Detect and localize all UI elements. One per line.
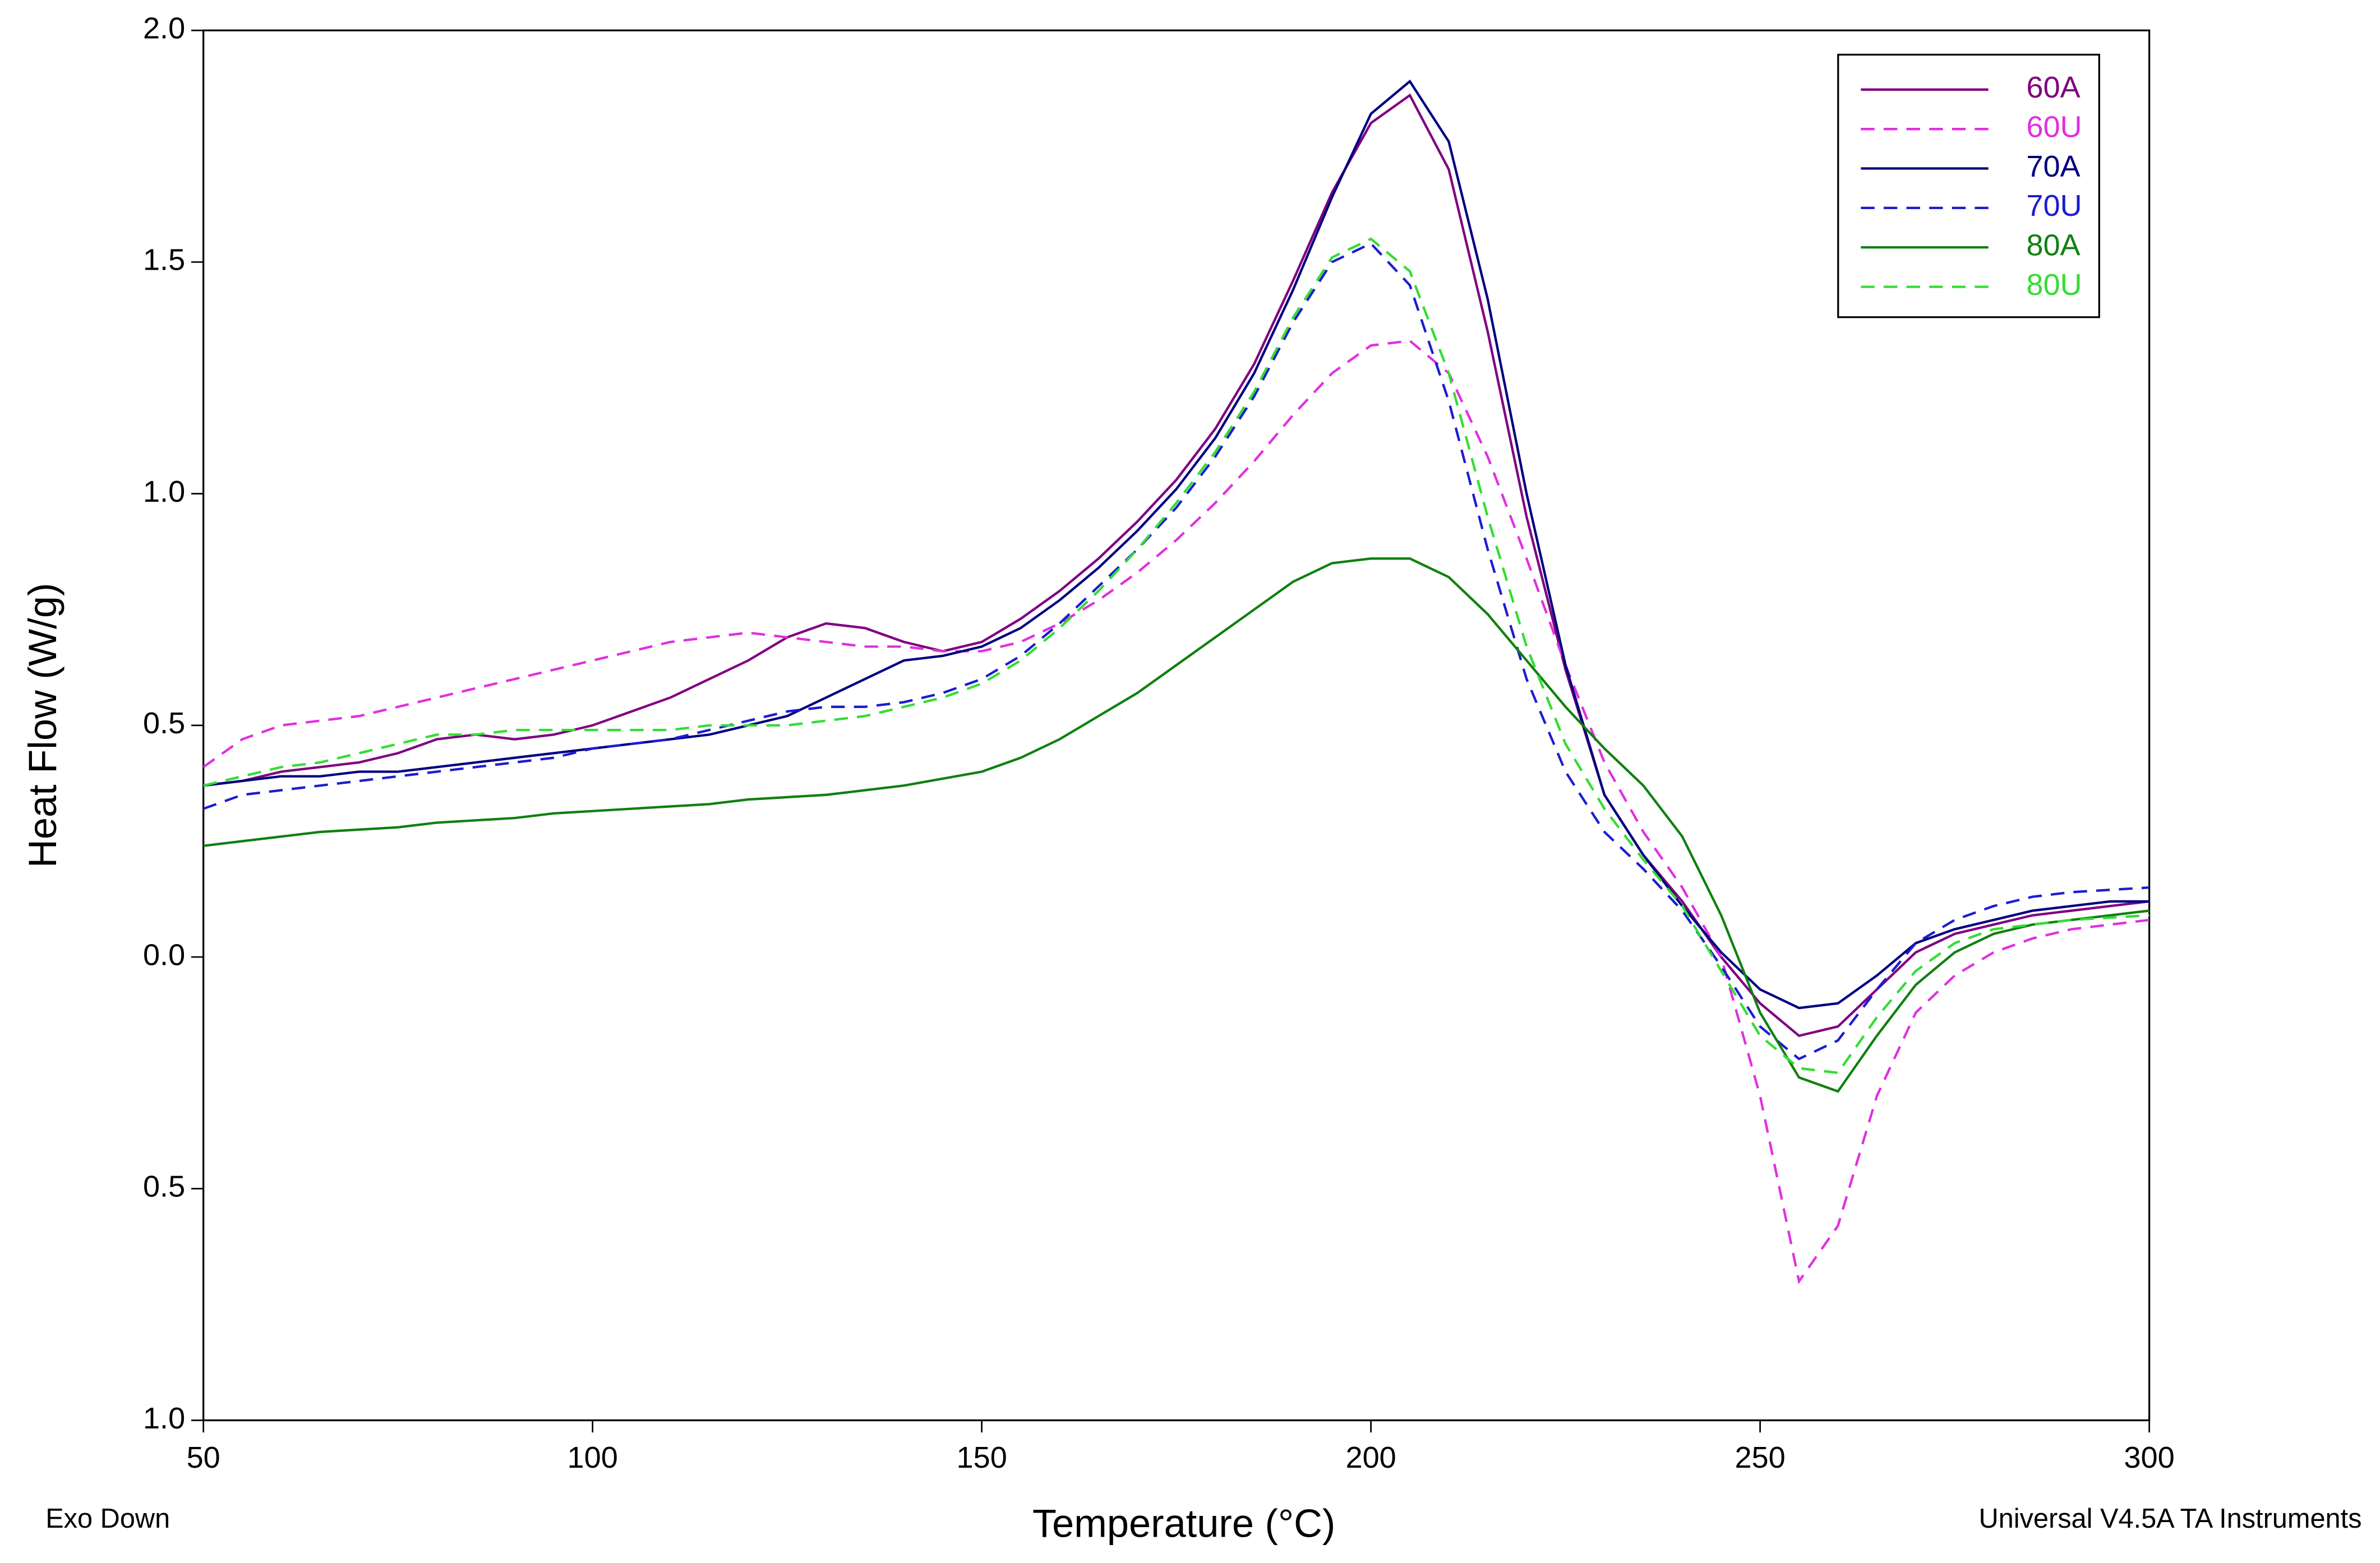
series-line <box>202 339 2150 1284</box>
annotation: Exo Down <box>45 1504 170 1534</box>
series-line <box>203 557 2150 1093</box>
legend-label: 80U <box>2026 268 2082 302</box>
x-tick-label: 300 <box>2124 1441 2174 1474</box>
series-line <box>202 242 2150 1061</box>
y-tick-label: 1.0 <box>143 1402 185 1435</box>
y-tick-label: 1.5 <box>143 243 185 277</box>
y-tick-label: 0.5 <box>143 706 185 740</box>
y-tick-label: 1.0 <box>143 475 185 508</box>
x-tick-label: 100 <box>568 1441 618 1474</box>
legend-label: 80A <box>2026 229 2080 262</box>
x-tick-label: 250 <box>1735 1441 1785 1474</box>
legend-label: 70A <box>2026 150 2080 183</box>
legend-label: 60A <box>2026 71 2080 104</box>
y-axis-label: Heat Flow (W/g) <box>20 583 64 868</box>
legend-box <box>1837 53 2100 318</box>
y-tick-label: 0.5 <box>143 1170 185 1204</box>
legend-label: 70U <box>2026 189 2082 223</box>
x-axis-label: Temperature (°C) <box>1032 1501 1335 1546</box>
series-line <box>203 79 2150 1010</box>
y-tick-label: 2.0 <box>143 12 185 45</box>
legend-label: 60U <box>2026 110 2082 144</box>
x-tick-label: 200 <box>1345 1441 1396 1474</box>
annotation: Universal V4.5A TA Instruments <box>1978 1504 2361 1534</box>
y-tick-label: 0.0 <box>143 938 185 972</box>
x-tick-label: 50 <box>187 1441 220 1474</box>
x-tick-label: 150 <box>956 1441 1007 1474</box>
series-line <box>203 93 2150 1037</box>
series-line <box>203 237 2150 1074</box>
